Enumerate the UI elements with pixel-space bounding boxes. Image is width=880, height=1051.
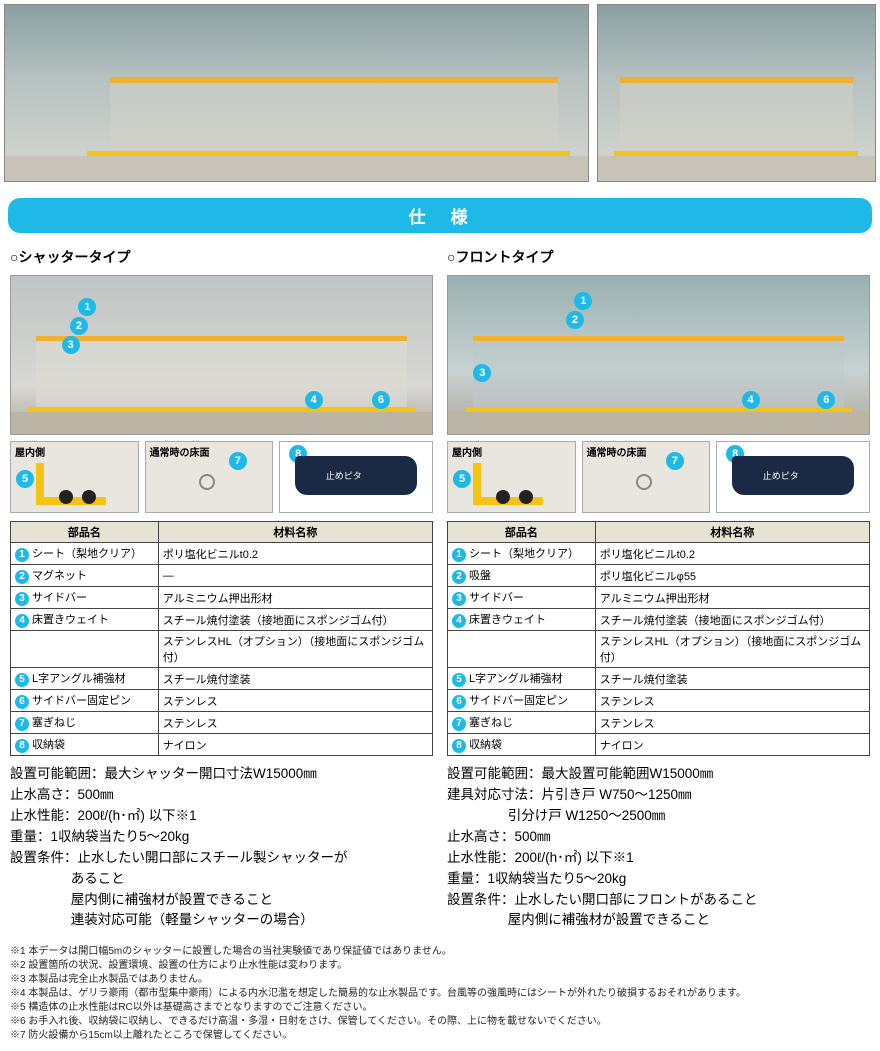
callout-2: 2 xyxy=(70,317,88,335)
th-mat: 材料名称 xyxy=(158,522,432,543)
table-row: 4床置きウェイトスチール焼付塗装（接地面にスポンジゴム付） xyxy=(11,609,433,631)
table-row: ステンレスHL（オプション）（接地面にスポンジゴム付） xyxy=(11,631,433,668)
footnote-line: ※7 防火設備から15cm以上離れたところで保管してください。 xyxy=(10,1029,870,1043)
floor-label: 通常時の床面 xyxy=(150,444,210,459)
spec-line: 設置条件：止水したい開口部にフロントがあること xyxy=(447,890,870,911)
front-indoor-detail: 屋内側 5 xyxy=(447,441,576,513)
table-row: 5L字アングル補強材スチール焼付塗装 xyxy=(11,668,433,690)
table-row: 7塞ぎねじステンレス xyxy=(448,712,870,734)
spec-line: 設置可能範囲：最大シャッター開口寸法W15000㎜ xyxy=(10,764,433,785)
front-column: ○フロントタイプ 1 2 3 4 6 屋内側 5 通常時の床面 7 8 xyxy=(447,247,870,931)
callout-7: 7 xyxy=(666,452,684,470)
front-detail-row: 屋内側 5 通常時の床面 7 8 止めピタ xyxy=(447,441,870,513)
spec-line: 屋内側に補強材が設置できること xyxy=(10,890,433,911)
shutter-detail-row: 屋内側 5 通常時の床面 7 8 止めピタ xyxy=(10,441,433,513)
footnote-line: ※3 本製品は完全止水製品ではありません。 xyxy=(10,973,870,987)
table-row: 6サイドバー固定ピンステンレス xyxy=(11,690,433,712)
callout-5: 5 xyxy=(16,470,34,488)
shutter-indoor-detail: 屋内側 5 xyxy=(10,441,139,513)
hero-photo-right xyxy=(597,4,876,182)
indoor-label: 屋内側 xyxy=(452,444,482,459)
callout-1: 1 xyxy=(78,298,96,316)
spec-line: 重量：1収納袋当たり5～20kg xyxy=(447,869,870,890)
front-photo: 1 2 3 4 6 xyxy=(447,275,870,435)
floor-label: 通常時の床面 xyxy=(587,444,647,459)
table-row: 3サイドバーアルミニウム押出形材 xyxy=(11,587,433,609)
table-row: 1シート（梨地クリア）ポリ塩化ビニルt0.2 xyxy=(448,543,870,565)
shutter-floor-detail: 通常時の床面 7 xyxy=(145,441,274,513)
shutter-specs: 設置可能範囲：最大シャッター開口寸法W15000㎜止水高さ：500㎜止水性能：2… xyxy=(10,764,433,931)
shutter-title: ○シャッタータイプ xyxy=(10,247,433,267)
table-row: 7塞ぎねじステンレス xyxy=(11,712,433,734)
front-floor-detail: 通常時の床面 7 xyxy=(582,441,711,513)
spec-line: あること xyxy=(10,869,433,890)
footnote-line: ※2 設置箇所の状況、設置環境、設置の仕方により止水性能は変わります。 xyxy=(10,959,870,973)
spec-line: 止水高さ：500㎜ xyxy=(447,827,870,848)
variants-row: ○シャッタータイプ 1 2 3 4 6 屋内側 5 通常時の床面 7 8 xyxy=(0,247,880,931)
front-specs: 設置可能範囲：最大設置可能範囲W15000㎜建具対応寸法：片引き戸 W750～1… xyxy=(447,764,870,931)
shutter-column: ○シャッタータイプ 1 2 3 4 6 屋内側 5 通常時の床面 7 8 xyxy=(10,247,433,931)
callout-7: 7 xyxy=(229,452,247,470)
table-row: 5L字アングル補強材スチール焼付塗装 xyxy=(448,668,870,690)
footnote-line: ※4 本製品は、ゲリラ豪雨（都市型集中豪雨）による内水氾濫を想定した簡易的な止水… xyxy=(10,987,870,1001)
front-title: ○フロントタイプ xyxy=(447,247,870,267)
spec-line: 連装対応可能（軽量シャッターの場合） xyxy=(10,910,433,931)
callout-6: 6 xyxy=(817,391,835,409)
spec-line: 屋内側に補強材が設置できること xyxy=(447,910,870,931)
callout-1: 1 xyxy=(574,292,592,310)
spec-line: 設置可能範囲：最大設置可能範囲W15000㎜ xyxy=(447,764,870,785)
callout-3: 3 xyxy=(62,336,80,354)
th-part: 部品名 xyxy=(11,522,159,543)
table-row: 2吸盤ポリ塩化ビニルφ55 xyxy=(448,565,870,587)
callout-6: 6 xyxy=(372,391,390,409)
shutter-photo: 1 2 3 4 6 xyxy=(10,275,433,435)
front-parts-table: 部品名 材料名称 1シート（梨地クリア）ポリ塩化ビニルt0.22吸盤ポリ塩化ビニ… xyxy=(447,521,870,756)
table-row: 3サイドバーアルミニウム押出形材 xyxy=(448,587,870,609)
spec-line: 止水性能：200ℓ/(h･㎡) 以下※1 xyxy=(447,848,870,869)
spec-header: 仕 様 xyxy=(8,198,872,233)
indoor-label: 屋内側 xyxy=(15,444,45,459)
bag-label: 止めピタ xyxy=(326,469,362,482)
table-row: 8収納袋ナイロン xyxy=(448,734,870,756)
spec-line: 建具対応寸法：片引き戸 W750～1250㎜ xyxy=(447,785,870,806)
spec-line: 設置条件：止水したい開口部にスチール製シャッターが xyxy=(10,848,433,869)
footnotes: ※1 本データは開口幅5mのシャッターに設置した場合の当社実験値であり保証値では… xyxy=(10,945,870,1043)
spec-line: 止水性能：200ℓ/(h･㎡) 以下※1 xyxy=(10,806,433,827)
footnote-line: ※5 構造体の止水性能はRC以外は基礎高さまでとなりますのでご注意ください。 xyxy=(10,1001,870,1015)
spec-line: 止水高さ：500㎜ xyxy=(10,785,433,806)
table-row: 4床置きウェイトスチール焼付塗装（接地面にスポンジゴム付） xyxy=(448,609,870,631)
spec-line: 重量：1収納袋当たり5～20kg xyxy=(10,827,433,848)
bag-label: 止めピタ xyxy=(763,469,799,482)
front-bag-detail: 8 止めピタ xyxy=(716,441,870,513)
shutter-parts-table: 部品名 材料名称 1シート（梨地クリア）ポリ塩化ビニルt0.22マグネット—3サ… xyxy=(10,521,433,756)
hero-photo-left xyxy=(4,4,589,182)
table-row: 1シート（梨地クリア）ポリ塩化ビニルt0.2 xyxy=(11,543,433,565)
callout-4: 4 xyxy=(305,391,323,409)
table-row: 8収納袋ナイロン xyxy=(11,734,433,756)
top-photos-row xyxy=(0,0,880,186)
spec-line: 引分け戸 W1250～2500㎜ xyxy=(447,806,870,827)
th-mat: 材料名称 xyxy=(595,522,869,543)
callout-4: 4 xyxy=(742,391,760,409)
footnote-line: ※6 お手入れ後、収納袋に収納し、できるだけ高温・多湿・日射をさけ、保管してくだ… xyxy=(10,1015,870,1029)
table-row: ステンレスHL（オプション）（接地面にスポンジゴム付） xyxy=(448,631,870,668)
table-row: 2マグネット— xyxy=(11,565,433,587)
callout-2: 2 xyxy=(566,311,584,329)
shutter-bag-detail: 8 止めピタ xyxy=(279,441,433,513)
table-row: 6サイドバー固定ピンステンレス xyxy=(448,690,870,712)
callout-5: 5 xyxy=(453,470,471,488)
footnote-line: ※1 本データは開口幅5mのシャッターに設置した場合の当社実験値であり保証値では… xyxy=(10,945,870,959)
th-part: 部品名 xyxy=(448,522,596,543)
